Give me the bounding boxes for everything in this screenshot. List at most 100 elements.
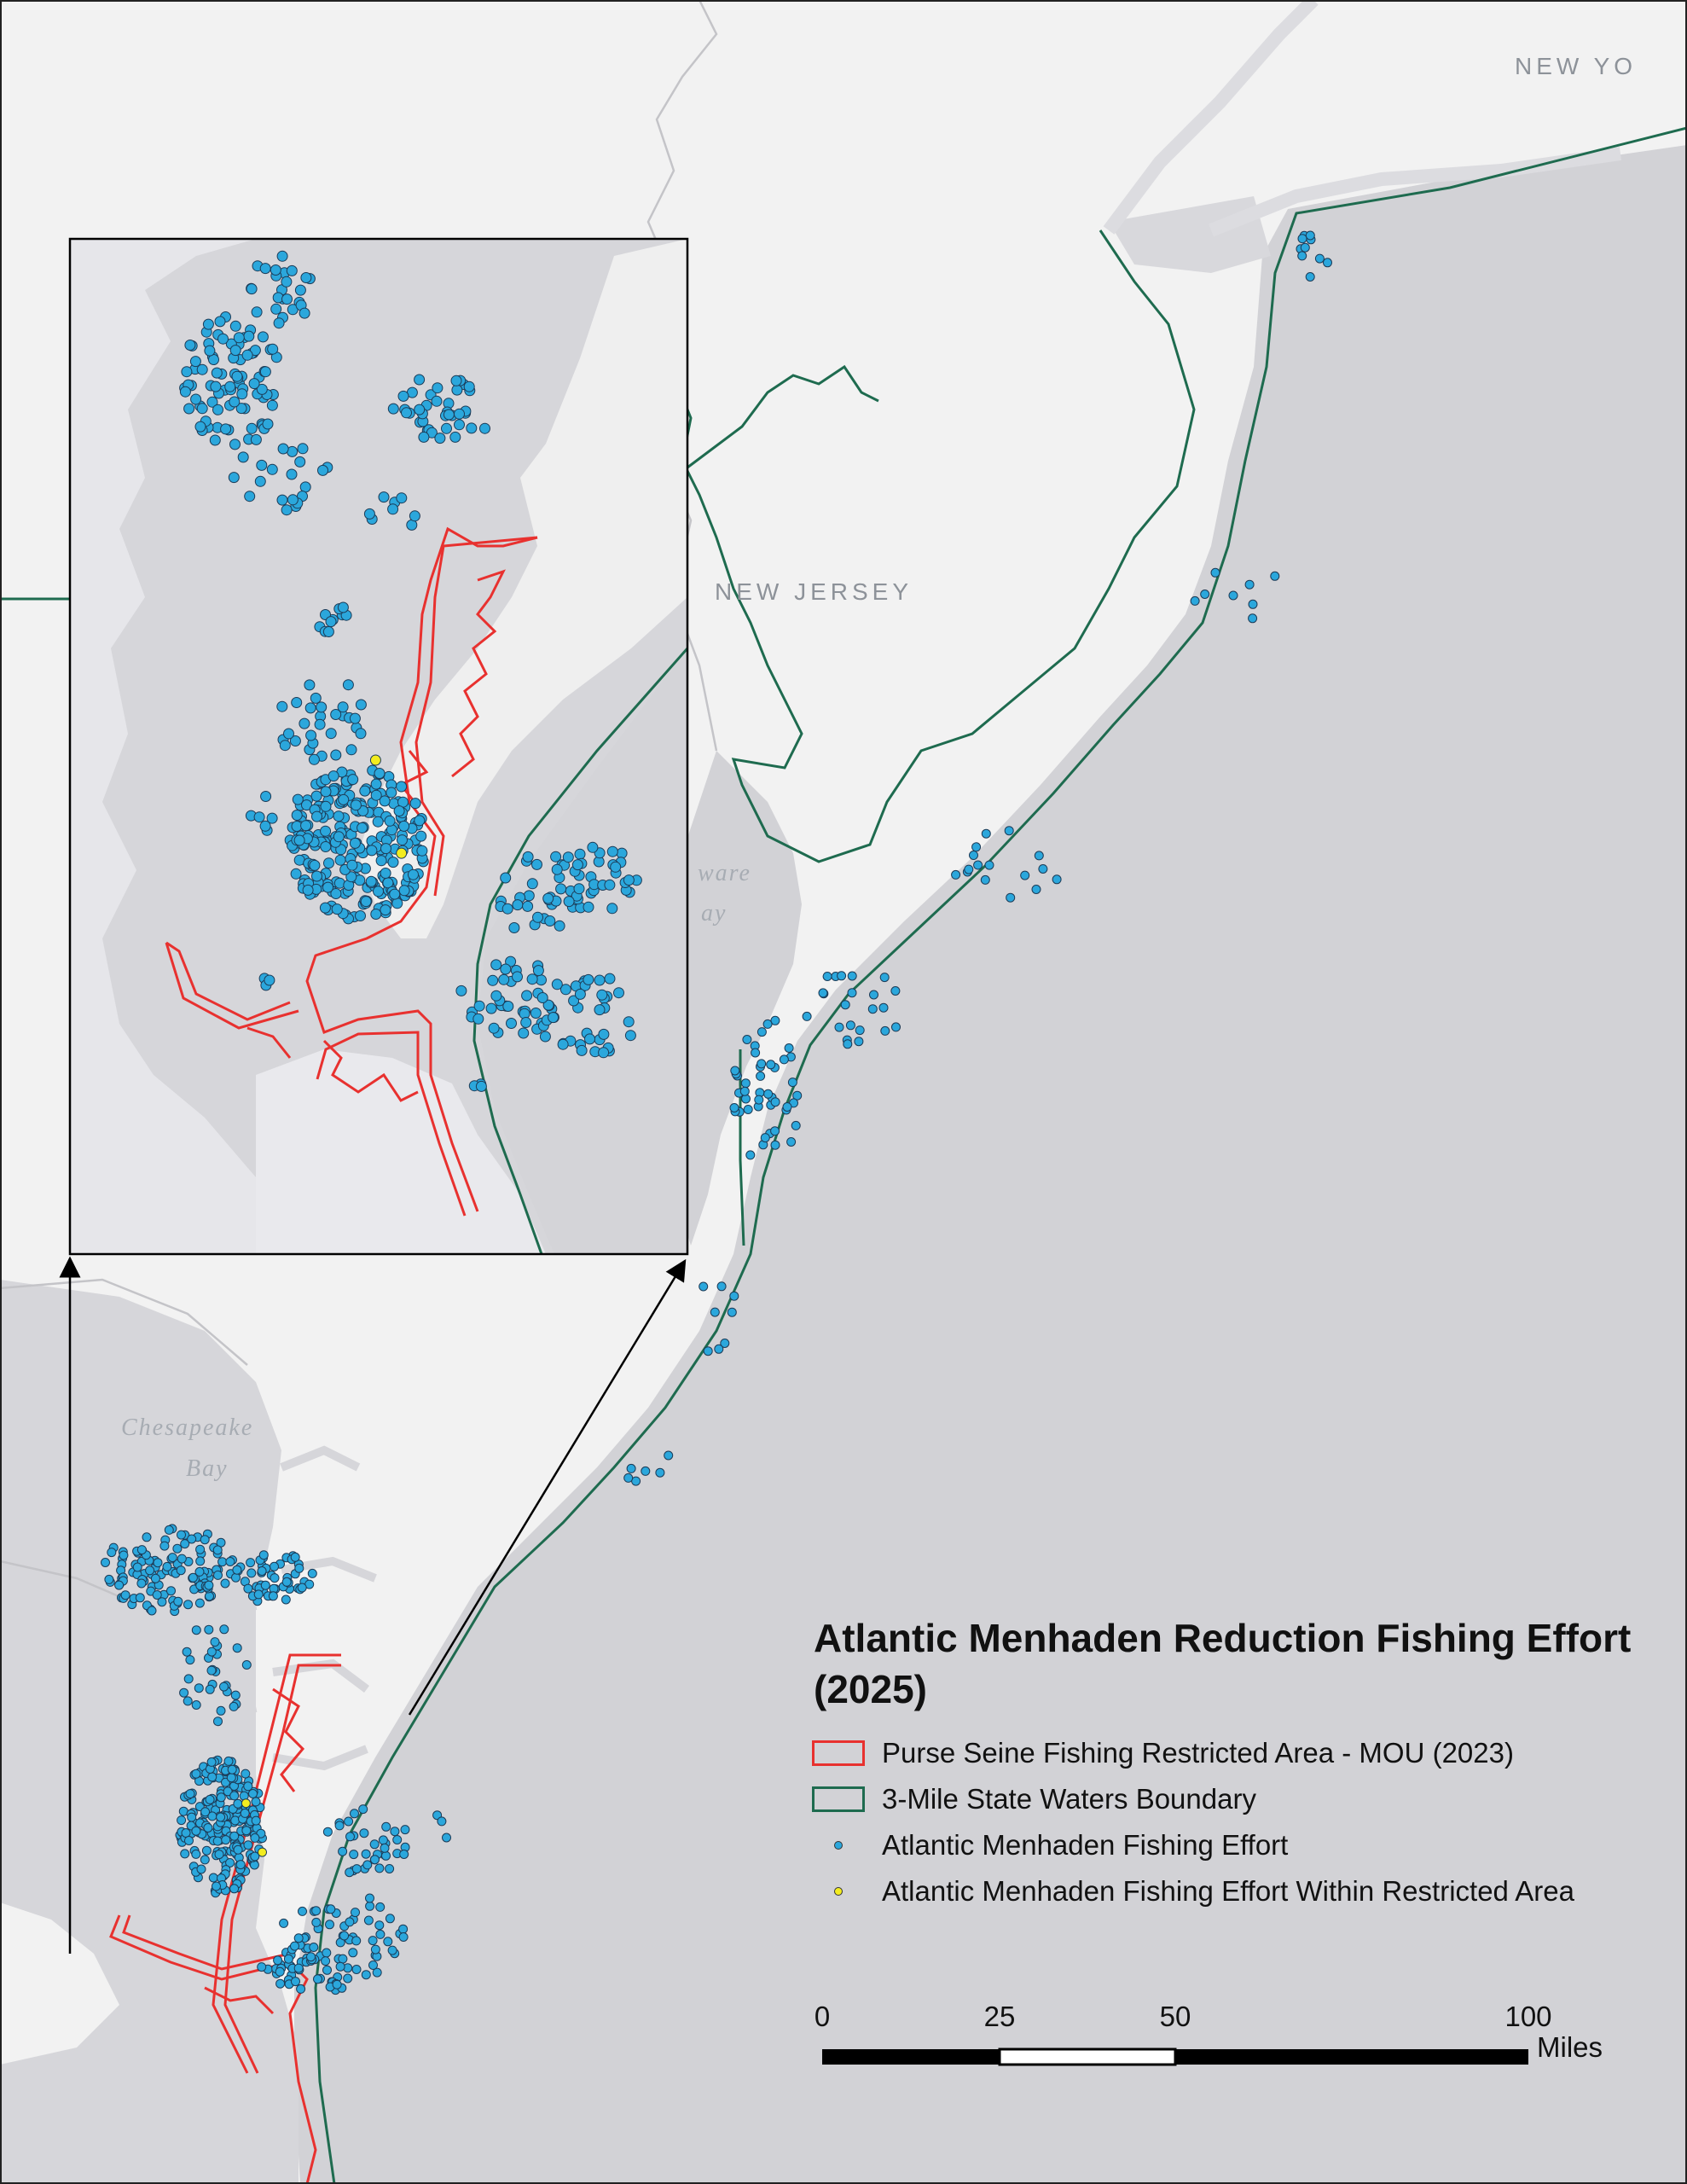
- effort-point: [380, 904, 391, 916]
- effort-point: [1314, 253, 1325, 264]
- effort-point: [230, 1690, 241, 1700]
- effort-point: [132, 1562, 142, 1572]
- effort-point: [361, 1970, 371, 1980]
- effort-point: [233, 1798, 243, 1809]
- effort-point: [372, 816, 384, 828]
- effort-point: [360, 896, 372, 908]
- effort-point: [243, 1781, 253, 1792]
- legend-item-restricted-area: Purse Seine Fishing Restricted Area - MO…: [812, 1730, 1665, 1776]
- effort-point: [229, 1831, 240, 1841]
- effort-point: [338, 1954, 348, 1964]
- effort-point: [229, 396, 241, 408]
- effort-point: [878, 1002, 889, 1013]
- effort-point: [454, 408, 465, 420]
- effort-point: [330, 709, 342, 720]
- effort-point: [200, 1535, 210, 1545]
- effort-point: [321, 1956, 331, 1966]
- effort-points-main: [101, 230, 1332, 1995]
- effort-point: [334, 854, 346, 866]
- effort-point: [311, 870, 322, 882]
- effort-point: [398, 885, 410, 897]
- effort-point: [501, 903, 513, 915]
- effort-point: [164, 1525, 174, 1535]
- effort-point: [293, 1963, 304, 1973]
- effort-point: [347, 774, 359, 786]
- effort-point: [328, 770, 339, 782]
- effort-point: [191, 1625, 201, 1635]
- effort-point: [306, 1952, 316, 1962]
- effort-point: [120, 1590, 130, 1600]
- effort-point: [326, 1904, 336, 1914]
- label-chesapeake-bay: Bay: [186, 1455, 229, 1482]
- effort-point: [466, 422, 478, 434]
- effort-point: [1248, 599, 1258, 609]
- effort-point: [358, 1804, 368, 1815]
- effort-point: [370, 778, 382, 790]
- effort-point: [375, 1902, 386, 1912]
- effort-point: [253, 811, 265, 823]
- effort-point: [396, 492, 408, 504]
- effort-point: [1190, 595, 1200, 606]
- effort-point: [594, 974, 606, 986]
- effort-point: [205, 1794, 215, 1804]
- effort-point: [195, 1556, 206, 1566]
- map-title: Atlantic Menhaden Reduction Fishing Effo…: [814, 1616, 1632, 1711]
- legend-item-fishing-effort: Atlantic Menhaden Fishing Effort: [812, 1822, 1665, 1868]
- effort-point: [1248, 613, 1258, 624]
- effort-point: [392, 1835, 403, 1844]
- effort-point: [532, 911, 543, 923]
- effort-point: [598, 1047, 610, 1059]
- effort-point: [297, 1583, 307, 1593]
- effort-point: [236, 388, 248, 400]
- effort-point: [179, 1687, 189, 1698]
- effort-point: [408, 868, 419, 880]
- effort-point: [136, 1578, 147, 1589]
- effort-point: [229, 320, 241, 332]
- effort-point: [380, 1843, 390, 1853]
- effort-point: [206, 1647, 217, 1657]
- effort-point: [225, 1858, 235, 1867]
- effort-point: [240, 1808, 250, 1818]
- effort-point: [739, 1086, 750, 1096]
- effort-point: [786, 1137, 797, 1147]
- effort-point: [334, 1821, 345, 1831]
- effort-point: [249, 345, 261, 357]
- effort-point: [387, 403, 399, 415]
- effort-point: [475, 1080, 487, 1092]
- effort-point: [351, 1908, 360, 1918]
- effort-point: [559, 984, 571, 996]
- effort-point: [531, 858, 542, 870]
- effort-point: [182, 1647, 192, 1657]
- effort-point: [320, 800, 332, 812]
- effort-point: [393, 805, 405, 817]
- effort-point: [166, 1586, 176, 1596]
- effort-point: [583, 901, 594, 913]
- effort-point: [1020, 870, 1030, 880]
- effort-point: [348, 1948, 358, 1958]
- effort-point: [512, 899, 524, 911]
- effort-point: [345, 871, 357, 883]
- effort-point: [397, 834, 408, 846]
- effort-point: [381, 1850, 391, 1861]
- effort-point: [400, 1825, 410, 1835]
- effort-point: [500, 872, 512, 884]
- effort-point: [454, 419, 465, 431]
- effort-point: [342, 679, 354, 691]
- effort-point: [205, 1591, 214, 1601]
- effort-point: [290, 1941, 299, 1951]
- effort-point: [248, 378, 260, 390]
- effort-point: [259, 820, 271, 832]
- effort-point: [398, 1924, 409, 1934]
- effort-point: [441, 422, 452, 434]
- effort-point: [136, 1545, 147, 1555]
- effort-point: [270, 303, 282, 315]
- effort-point: [287, 494, 299, 506]
- effort-point: [229, 1884, 240, 1894]
- effort-point: [210, 380, 222, 392]
- effort-point: [623, 1472, 634, 1483]
- effort-point: [727, 1307, 737, 1317]
- effort-point: [212, 404, 223, 415]
- effort-point: [104, 1574, 114, 1584]
- effort-point: [355, 728, 367, 740]
- effort-point: [216, 1792, 226, 1803]
